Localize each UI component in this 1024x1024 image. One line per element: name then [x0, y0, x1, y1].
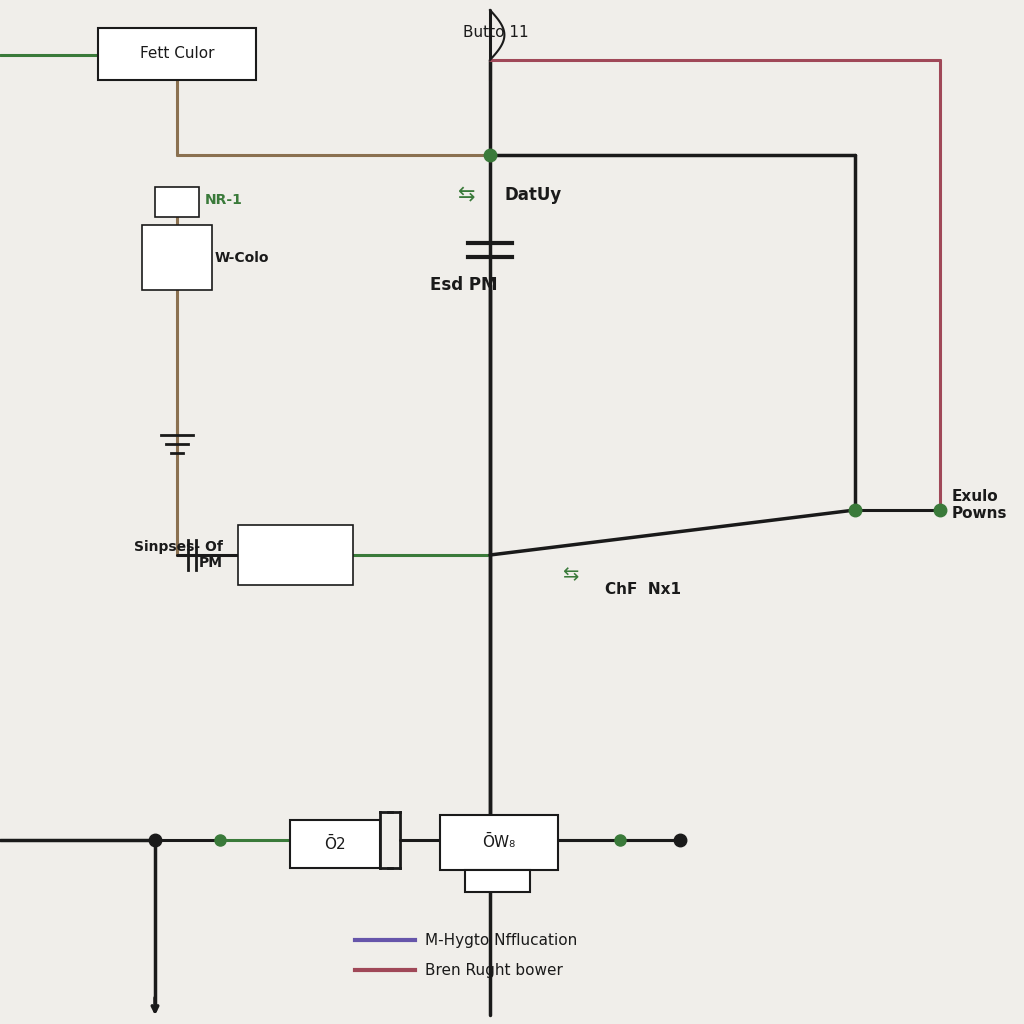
Text: ⇆: ⇆	[562, 565, 579, 585]
Bar	[465, 870, 530, 892]
Text: Exulo
Powns: Exulo Powns	[952, 488, 1008, 521]
Bar	[155, 187, 199, 217]
Bar	[142, 225, 212, 290]
Text: ŌW₈: ŌW₈	[482, 835, 515, 850]
Text: NR-1: NR-1	[205, 193, 243, 207]
Bar	[98, 28, 256, 80]
Text: W-Colo: W-Colo	[215, 251, 269, 265]
Text: DatUy: DatUy	[505, 186, 562, 204]
Bar	[238, 525, 353, 585]
Bar	[290, 820, 380, 868]
Text: Esd PM: Esd PM	[430, 276, 498, 294]
Text: ⇆: ⇆	[459, 185, 476, 205]
Text: Ō2: Ō2	[325, 837, 346, 852]
Text: Bren Rught bower: Bren Rught bower	[425, 963, 563, 978]
Text: ChF  Nx1: ChF Nx1	[605, 583, 681, 597]
Bar	[440, 815, 558, 870]
Text: Butto 11: Butto 11	[463, 25, 528, 40]
Text: Sinpses- Of
PM: Sinpses- Of PM	[134, 540, 223, 570]
Text: M-Hygto Nfflucation: M-Hygto Nfflucation	[425, 933, 578, 947]
Text: Fett Culor: Fett Culor	[139, 46, 214, 61]
